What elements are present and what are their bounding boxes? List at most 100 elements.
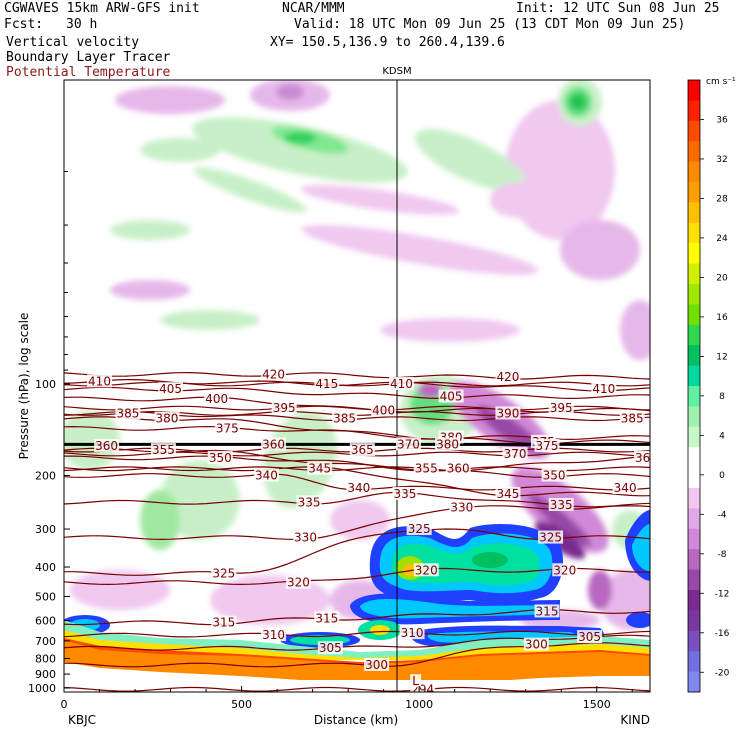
contour-label: 355 [415, 462, 438, 476]
colorbar-label: 24 [716, 234, 728, 244]
contour-label-bg [495, 486, 521, 500]
contour-label-bg [349, 443, 375, 457]
colorbar-swatch [688, 651, 700, 673]
cross-section-xy: XY= 150.5,136.9 to 260.4,139.6 [270, 35, 505, 50]
contour-label: 325 [539, 531, 562, 545]
contour-label-bg [207, 450, 233, 464]
colorbar-label: -8 [718, 550, 727, 560]
x-tick-label: 500 [231, 698, 252, 711]
contour-label: 310 [401, 626, 424, 640]
contour-label: 335 [393, 487, 416, 501]
contour-label-bg [552, 563, 578, 577]
contour-label-bg [317, 641, 343, 655]
contour-label: 320 [287, 576, 310, 590]
model-title: CGWAVES 15km ARW-GFS init [4, 1, 200, 16]
contour-label: 420 [496, 370, 519, 384]
colorbar-swatch [688, 222, 700, 244]
contour-label: 395 [550, 401, 573, 415]
contour-label-bg [548, 497, 574, 511]
contour-label: 315 [212, 616, 235, 630]
colorbar-swatch [688, 243, 700, 265]
colorbar-label: 0 [719, 471, 725, 481]
colorbar-swatch [688, 345, 700, 367]
plot-area: 294 300 300 305 305 310 310 315 315 315 320 320 320 3… [64, 80, 658, 696]
theta-contour [64, 379, 650, 392]
colorbar-swatch [688, 630, 700, 652]
contour-label: 340 [347, 481, 370, 495]
contour-label-bg [538, 530, 564, 544]
x-axis-ticks: 0 500 1000 1500 [61, 686, 633, 711]
contour-label-bg [204, 391, 230, 405]
vertical-velocity-shading [64, 80, 650, 630]
colorbar-label: 12 [716, 352, 727, 362]
y-tick-label: 500 [35, 590, 56, 603]
contour-label: 294 [411, 682, 434, 696]
endpoint-left: KBJC [68, 713, 96, 727]
contour-label: 320 [553, 563, 576, 577]
contour-label: 360 [447, 462, 470, 476]
endpoint-right: KIND [620, 713, 650, 727]
contour-label: 380 [436, 437, 459, 451]
contour-label-bg [158, 382, 184, 396]
contour-label-bg [314, 611, 340, 625]
contour-label-bg [495, 370, 521, 384]
colorbar-label: 20 [716, 273, 728, 283]
boundary-layer-shading [64, 620, 650, 692]
contour-label: 410 [592, 382, 615, 396]
contour-label-bg [150, 443, 176, 457]
field-vertical-velocity: Vertical velocity [6, 35, 140, 50]
init-time: Init: 12 UTC Sun 08 Jun 25 [516, 1, 720, 16]
forecast-hour: 30 h [66, 17, 98, 32]
theta-contour [64, 642, 650, 668]
colorbar-swatch [688, 202, 700, 224]
colorbar-swatch [688, 590, 700, 611]
theta-contour [64, 630, 650, 638]
theta-contour [64, 634, 650, 651]
contour-label: 325 [408, 522, 431, 536]
theta-contour [64, 371, 650, 380]
contour-label-bg [410, 682, 436, 692]
contour-label: 370 [504, 447, 527, 461]
colorbar-swatch [688, 508, 700, 530]
contour-label-bg [413, 461, 439, 475]
contour-label-bg [261, 628, 287, 642]
contour-label-bg [154, 411, 180, 425]
x-tick-label: 0 [61, 698, 68, 711]
contour-label-bg [211, 566, 237, 580]
field-boundary-layer-tracer: Boundary Layer Tracer [6, 50, 171, 65]
colorbar-units: cm s⁻¹ [706, 77, 736, 87]
contour-label-bg [534, 439, 560, 453]
contour-label: 375 [536, 439, 559, 453]
contour-label: 320 [415, 563, 438, 577]
contour-label: 315 [536, 604, 559, 618]
contour-label: 345 [308, 462, 331, 476]
valid-time: Valid: 18 UTC Mon 09 Jun 25 (13 CDT Mon … [294, 17, 686, 32]
colorbar-swatch [688, 447, 700, 469]
theta-contour [64, 686, 650, 692]
contour-label: 360 [635, 451, 658, 465]
colorbar-swatch [688, 284, 700, 305]
contour-label: 335 [550, 498, 573, 512]
colorbar-swatch [688, 100, 700, 122]
contour-label: 325 [212, 566, 235, 580]
contour-label: 300 [365, 658, 388, 672]
contour-label-bg [502, 447, 528, 461]
colorbar-swatch [688, 549, 700, 571]
contour-label-bg [577, 630, 603, 644]
x-tick-label: 1500 [583, 698, 611, 711]
contour-label-bg [534, 604, 560, 618]
contour-label: 300 [525, 638, 548, 652]
plot-frame [63, 79, 651, 693]
contour-label-bg [261, 367, 287, 381]
contour-label: 385 [116, 406, 139, 420]
contour-label-bg [523, 637, 549, 651]
colorbar-label: -4 [718, 510, 727, 520]
colorbar-label: -20 [715, 668, 730, 678]
colorbar-swatch [688, 80, 700, 101]
contour-label-bg [211, 615, 237, 629]
colorbar-swatch [688, 467, 700, 489]
contour-label-bg [253, 468, 279, 482]
contour-label: 355 [152, 443, 175, 457]
